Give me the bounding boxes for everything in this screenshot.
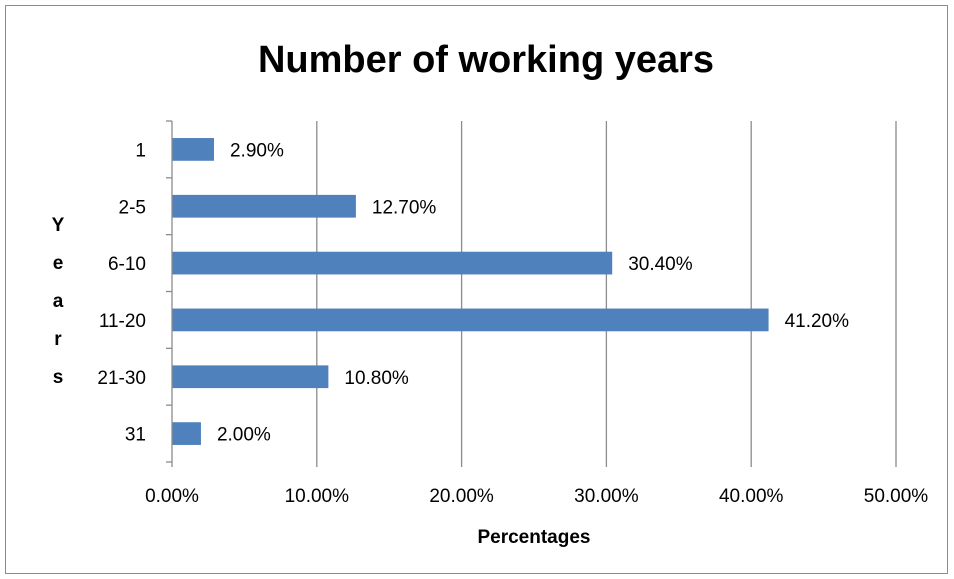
x-tick-label: 40.00% xyxy=(719,486,784,507)
y-axis-title-letter: r xyxy=(54,329,62,350)
data-label: 12.70% xyxy=(372,197,437,218)
bar xyxy=(172,138,214,161)
bars xyxy=(172,138,769,445)
data-label: 2.90% xyxy=(230,140,284,161)
bar xyxy=(172,194,356,218)
y-axis-title-letter: Y xyxy=(52,215,65,236)
x-tick-label: 50.00% xyxy=(864,486,929,507)
y-tick-label: 6-10 xyxy=(108,254,146,275)
data-label: 2.00% xyxy=(217,425,271,446)
bar xyxy=(172,365,329,389)
y-axis-title-letter: a xyxy=(53,291,64,312)
y-tick-label: 31 xyxy=(125,425,146,446)
y-tick-label: 11-20 xyxy=(99,311,146,332)
gridlines xyxy=(316,121,897,462)
y-axis-title-letter: s xyxy=(53,367,64,388)
y-axis-title-letter: e xyxy=(53,253,64,274)
data-labels: 2.90% 12.70% 30.40% 41.20% 10.80% 2.00% xyxy=(217,140,849,445)
chart-area xyxy=(5,5,948,574)
data-label: 41.20% xyxy=(785,311,850,332)
x-tick-label: 0.00% xyxy=(145,486,199,507)
bar xyxy=(172,251,613,275)
bar xyxy=(172,422,201,445)
y-tick-label: 1 xyxy=(135,140,146,161)
x-axis-title: Percentages xyxy=(477,527,590,548)
bar xyxy=(172,308,769,332)
y-tick-label: 2-5 xyxy=(119,197,146,218)
x-tick-label: 20.00% xyxy=(429,486,494,507)
y-tick-label: 21-30 xyxy=(97,368,146,389)
axes: 0.00% 10.00% 20.00% 30.00% 40.00% 50.00% 1 2-5 6… xyxy=(97,120,929,507)
data-label: 30.40% xyxy=(628,254,693,275)
x-tick-label: 30.00% xyxy=(574,486,639,507)
x-tick-label: 10.00% xyxy=(285,486,350,507)
data-label: 10.80% xyxy=(344,368,409,389)
chart-title: Number of working years xyxy=(258,39,714,81)
